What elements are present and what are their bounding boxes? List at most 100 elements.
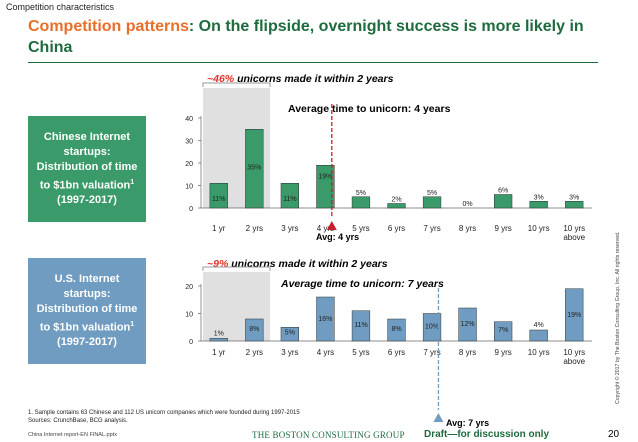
china-data-label: 35%	[247, 164, 261, 171]
us-data-label: 8%	[391, 326, 401, 333]
us-bar	[387, 318, 406, 342]
china-bracket	[202, 82, 271, 87]
us-category-label: 10 yrs	[528, 348, 550, 357]
us-bar	[458, 307, 477, 342]
china-bar	[316, 165, 335, 209]
china-bar	[351, 196, 371, 209]
copyright-notice: Copyright © 2017 by The Boston Consultin…	[614, 232, 621, 404]
china-category-label: 1 yr	[212, 224, 226, 233]
us-category-label: 1 yr	[212, 348, 226, 357]
china-data-label: 6%	[498, 188, 508, 195]
china-average-arrow	[326, 221, 337, 230]
china-data-label: 11%	[283, 196, 297, 203]
us-y-tick-label: 0	[189, 339, 193, 346]
china-data-label: 19%	[318, 173, 332, 180]
us-category-label: above	[563, 357, 585, 366]
us-data-label: 10%	[425, 323, 439, 330]
us-y-tick-label: 10	[185, 312, 193, 319]
china-data-label: 0%	[463, 201, 473, 208]
us-bar	[565, 288, 584, 342]
china-category-label: 8 yrs	[459, 224, 476, 233]
china-y-tick-label: 10	[185, 184, 193, 191]
us-data-label: 5%	[285, 330, 295, 337]
china-bar	[529, 201, 548, 209]
china-category-label: 9 yrs	[494, 224, 511, 233]
china-box-text: Chinese Internet startups: Distribution …	[36, 130, 138, 192]
china-average-title: Average time to unicorn: 4 years	[288, 103, 451, 115]
us-y-tick-label: 20	[185, 284, 193, 291]
china-y-tick-label: 40	[185, 116, 193, 123]
footnote: 1. Sample contains 63 Chinese and 112 US…	[28, 409, 300, 425]
us-average-title: Average time to unicorn: 7 years	[281, 278, 444, 290]
china-bar	[565, 201, 584, 209]
us-bracket	[202, 266, 271, 271]
copyright-text: Copyright © 2017 by The Boston Consultin…	[614, 232, 621, 404]
us-bar	[245, 318, 264, 342]
us-bar	[494, 321, 513, 342]
china-category-label: 5 yrs	[352, 224, 369, 233]
us-average-label: Avg: 7 yrs	[446, 418, 490, 428]
page-number: 20	[608, 429, 620, 440]
us-data-label: 7%	[498, 327, 508, 334]
us-data-label: 1%	[214, 330, 224, 337]
title-rest: : On the flipside, overnight success is …	[28, 18, 584, 56]
china-data-label: 5%	[356, 190, 366, 197]
footnote-line: 1. Sample contains 63 Chinese and 112 US…	[28, 410, 300, 416]
us-data-label: 8%	[249, 326, 259, 333]
us-box-footnote-mark: 1	[130, 320, 135, 328]
china-category-label: 3 yrs	[281, 224, 298, 233]
china-data-label: 5%	[427, 190, 437, 197]
us-category-label: 10 yrs	[563, 348, 585, 357]
china-box-footnote-mark: 1	[130, 178, 135, 186]
china-share-pct: ~46%	[207, 73, 235, 85]
china-share-text: unicorns made it within 2 years	[234, 73, 394, 85]
footer-file-name: China Internet report-EN FINAL.pptx	[28, 432, 117, 438]
us-category-label: 7 yrs	[423, 348, 440, 357]
us-bar	[280, 327, 299, 342]
china-bar	[209, 183, 228, 209]
china-category-label: 10 yrs	[563, 224, 585, 233]
china-category-label: 2 yrs	[246, 224, 263, 233]
us-bar	[529, 329, 548, 342]
china-bar	[422, 196, 442, 209]
china-data-label: 11%	[212, 196, 226, 203]
us-data-label: 4%	[534, 322, 544, 329]
china-share-annotation: ~46% unicorns made it within 2 years	[207, 73, 393, 85]
china-data-label: 2%	[391, 197, 401, 204]
china-category-label: 4 yrs	[317, 224, 334, 233]
china-y-tick-label: 0	[189, 206, 193, 213]
us-category-label: 6 yrs	[388, 348, 405, 357]
us-data-label: 11%	[354, 322, 368, 329]
china-bar	[387, 203, 406, 209]
us-bar	[316, 296, 335, 342]
china-data-label: 3%	[534, 194, 544, 201]
section-tracker: Competition characteristics	[6, 2, 115, 12]
us-category-label: 8 yrs	[459, 348, 476, 357]
us-category-label: 2 yrs	[246, 348, 263, 357]
us-label-box: U.S. Internet startups: Distribution of …	[28, 258, 146, 364]
china-average-label: Avg: 4 yrs	[316, 232, 360, 242]
china-y-tick-label: 20	[185, 161, 193, 168]
draft-notice: Draft—for discussion only	[424, 429, 550, 440]
us-box-text: U.S. Internet startups: Distribution of …	[36, 272, 138, 334]
us-category-label: 3 yrs	[281, 348, 298, 357]
us-category-label: 9 yrs	[494, 348, 511, 357]
china-data-label: 3%	[569, 194, 579, 201]
china-bar	[494, 194, 513, 209]
title-highlight: Competition patterns	[28, 18, 189, 35]
sources-line: Sources: CrunchBase, BCG analysis.	[28, 418, 128, 424]
us-data-label: 16%	[318, 316, 332, 323]
us-bar	[422, 313, 442, 342]
china-category-label: 10 yrs	[528, 224, 550, 233]
us-box-years: (1997-2017)	[57, 336, 117, 349]
china-category-label: 7 yrs	[423, 224, 440, 233]
us-bar	[209, 338, 228, 342]
us-category-label: 5 yrs	[352, 348, 369, 357]
china-category-label: above	[563, 233, 585, 242]
china-category-label: 6 yrs	[388, 224, 405, 233]
bcg-logo: THE BOSTON CONSULTING GROUP	[252, 430, 405, 440]
china-bar	[280, 183, 299, 209]
us-data-label: 12%	[461, 321, 475, 328]
us-average-arrow	[433, 413, 444, 422]
